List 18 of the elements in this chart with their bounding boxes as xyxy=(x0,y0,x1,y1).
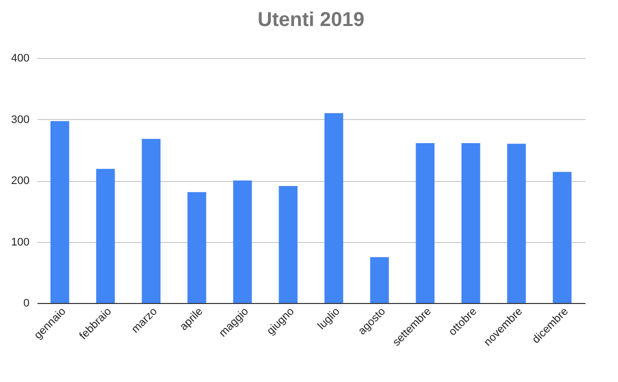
bar xyxy=(187,192,206,303)
bar xyxy=(142,138,161,303)
bar xyxy=(324,113,344,303)
bar xyxy=(96,168,115,303)
bar xyxy=(552,172,572,303)
bar xyxy=(416,143,435,303)
y-tick-label: 100 xyxy=(11,236,30,248)
bar xyxy=(370,257,389,303)
y-tick-label: 0 xyxy=(23,298,30,310)
bar xyxy=(507,144,526,303)
y-tick-label: 200 xyxy=(11,175,30,187)
bar xyxy=(278,186,298,303)
bar xyxy=(233,180,252,303)
chart-title: Utenti 2019 xyxy=(258,9,364,31)
y-tick-label: 300 xyxy=(11,114,30,126)
bar xyxy=(50,121,70,303)
y-tick-label: 400 xyxy=(11,52,30,64)
bar xyxy=(461,143,480,303)
